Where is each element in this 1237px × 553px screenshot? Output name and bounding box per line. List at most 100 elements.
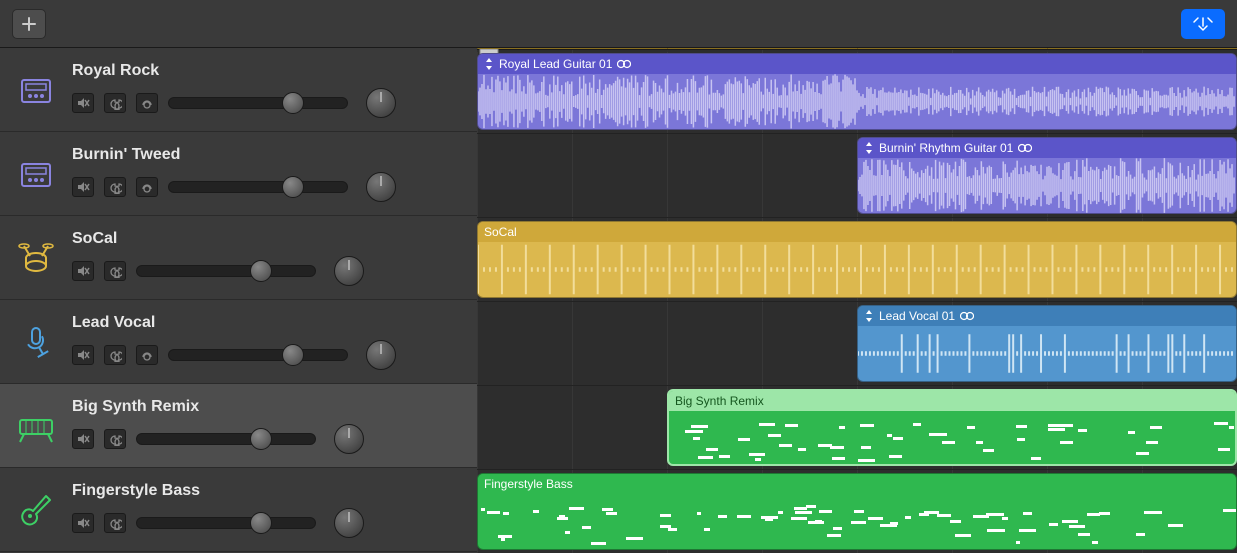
track-row-synth[interactable]: Big Synth Remix (0, 384, 477, 468)
volume-slider[interactable] (168, 176, 348, 198)
pan-knob[interactable] (366, 340, 396, 370)
track-row-royal[interactable]: Royal Rock (0, 48, 477, 132)
lane-synth[interactable]: Big Synth Remix (477, 386, 1237, 470)
region-header: Big Synth Remix (669, 391, 1235, 411)
pan-knob[interactable] (366, 172, 396, 202)
volume-slider[interactable] (136, 512, 316, 534)
region[interactable]: Lead Vocal 01 (857, 305, 1237, 382)
region-label: SoCal (484, 225, 517, 239)
track-controls (72, 88, 463, 118)
track-name: SoCal (72, 230, 463, 248)
loop-icon (960, 311, 974, 321)
region-body (669, 411, 1235, 464)
mute-button-icon (76, 432, 90, 446)
lane-burnin[interactable]: Burnin' Rhythm Guitar 01 (477, 134, 1237, 218)
region[interactable]: Royal Lead Guitar 01 (477, 53, 1237, 130)
mute-button[interactable] (72, 345, 94, 365)
lane-vocal[interactable]: Lead Vocal 01 (477, 302, 1237, 386)
catch-playhead-button[interactable] (1181, 9, 1225, 39)
region-label: Big Synth Remix (675, 394, 764, 408)
pan-knob[interactable] (334, 256, 364, 286)
track-name: Royal Rock (72, 62, 463, 80)
track-controls (72, 508, 463, 538)
mute-button[interactable] (72, 177, 94, 197)
track-controls (72, 340, 463, 370)
mic-icon (14, 322, 58, 362)
track-list: Royal Rock Burnin' Tweed SoCal Lead Vocal Bi… (0, 48, 477, 553)
drums-icon (14, 238, 58, 278)
solo-button[interactable] (104, 513, 126, 533)
amp-icon (14, 154, 58, 194)
solo-button-icon (108, 516, 122, 530)
monitor-button-icon (140, 96, 154, 110)
keys-icon (14, 406, 58, 446)
region-body (858, 326, 1236, 381)
region-header: Burnin' Rhythm Guitar 01 (858, 138, 1236, 158)
region-header: Lead Vocal 01 (858, 306, 1236, 326)
region[interactable]: Burnin' Rhythm Guitar 01 (857, 137, 1237, 214)
solo-button[interactable] (104, 429, 126, 449)
mute-button[interactable] (72, 261, 94, 281)
volume-slider[interactable] (136, 260, 316, 282)
track-name: Burnin' Tweed (72, 146, 463, 164)
region[interactable]: Big Synth Remix (667, 389, 1237, 466)
region-body (478, 494, 1236, 549)
mute-button-icon (76, 96, 90, 110)
toolbar (0, 0, 1237, 48)
solo-button[interactable] (104, 345, 126, 365)
solo-button-icon (108, 264, 122, 278)
pan-knob[interactable] (334, 508, 364, 538)
track-name: Big Synth Remix (72, 398, 463, 416)
timeline: 1357 Royal Lead Guitar 01Burnin' Rhythm … (477, 48, 1237, 553)
region-label: Royal Lead Guitar 01 (499, 57, 612, 71)
monitor-button[interactable] (136, 93, 158, 113)
region-label: Fingerstyle Bass (484, 477, 573, 491)
track-controls (72, 424, 463, 454)
mute-button-icon (76, 264, 90, 278)
add-track-button[interactable] (12, 9, 46, 39)
solo-button[interactable] (104, 93, 126, 113)
monitor-button-icon (140, 180, 154, 194)
solo-button-icon (108, 348, 122, 362)
track-row-vocal[interactable]: Lead Vocal (0, 300, 477, 384)
monitor-button[interactable] (136, 177, 158, 197)
mute-button[interactable] (72, 93, 94, 113)
expand-icon (864, 142, 874, 154)
pan-knob[interactable] (366, 88, 396, 118)
solo-button-icon (108, 96, 122, 110)
lane-bass[interactable]: Fingerstyle Bass (477, 470, 1237, 553)
region-label: Lead Vocal 01 (879, 309, 955, 323)
region-body (858, 158, 1236, 213)
track-row-socal[interactable]: SoCal (0, 216, 477, 300)
region[interactable]: SoCal (477, 221, 1237, 298)
mute-button[interactable] (72, 429, 94, 449)
region[interactable]: Fingerstyle Bass (477, 473, 1237, 550)
volume-slider[interactable] (168, 92, 348, 114)
region-header: Royal Lead Guitar 01 (478, 54, 1236, 74)
volume-slider[interactable] (136, 428, 316, 450)
volume-slider[interactable] (168, 344, 348, 366)
pan-knob[interactable] (334, 424, 364, 454)
region-label: Burnin' Rhythm Guitar 01 (879, 141, 1013, 155)
region-body (478, 242, 1236, 297)
mute-button[interactable] (72, 513, 94, 533)
track-name: Lead Vocal (72, 314, 463, 332)
track-row-bass[interactable]: Fingerstyle Bass (0, 468, 477, 552)
region-lanes: Royal Lead Guitar 01 Burnin' Rhythm Guita… (477, 50, 1237, 553)
track-controls (72, 172, 463, 202)
plus-icon (21, 16, 37, 32)
track-name: Fingerstyle Bass (72, 482, 463, 500)
mute-button-icon (76, 516, 90, 530)
solo-button[interactable] (104, 261, 126, 281)
mute-button-icon (76, 180, 90, 194)
main-area: Royal Rock Burnin' Tweed SoCal Lead Vocal Bi… (0, 48, 1237, 553)
guitar-icon (14, 490, 58, 530)
region-header: SoCal (478, 222, 1236, 242)
solo-button[interactable] (104, 177, 126, 197)
lane-royal[interactable]: Royal Lead Guitar 01 (477, 50, 1237, 134)
lane-socal[interactable]: SoCal (477, 218, 1237, 302)
monitor-button[interactable] (136, 345, 158, 365)
solo-button-icon (108, 180, 122, 194)
expand-icon (484, 58, 494, 70)
track-row-burnin[interactable]: Burnin' Tweed (0, 132, 477, 216)
